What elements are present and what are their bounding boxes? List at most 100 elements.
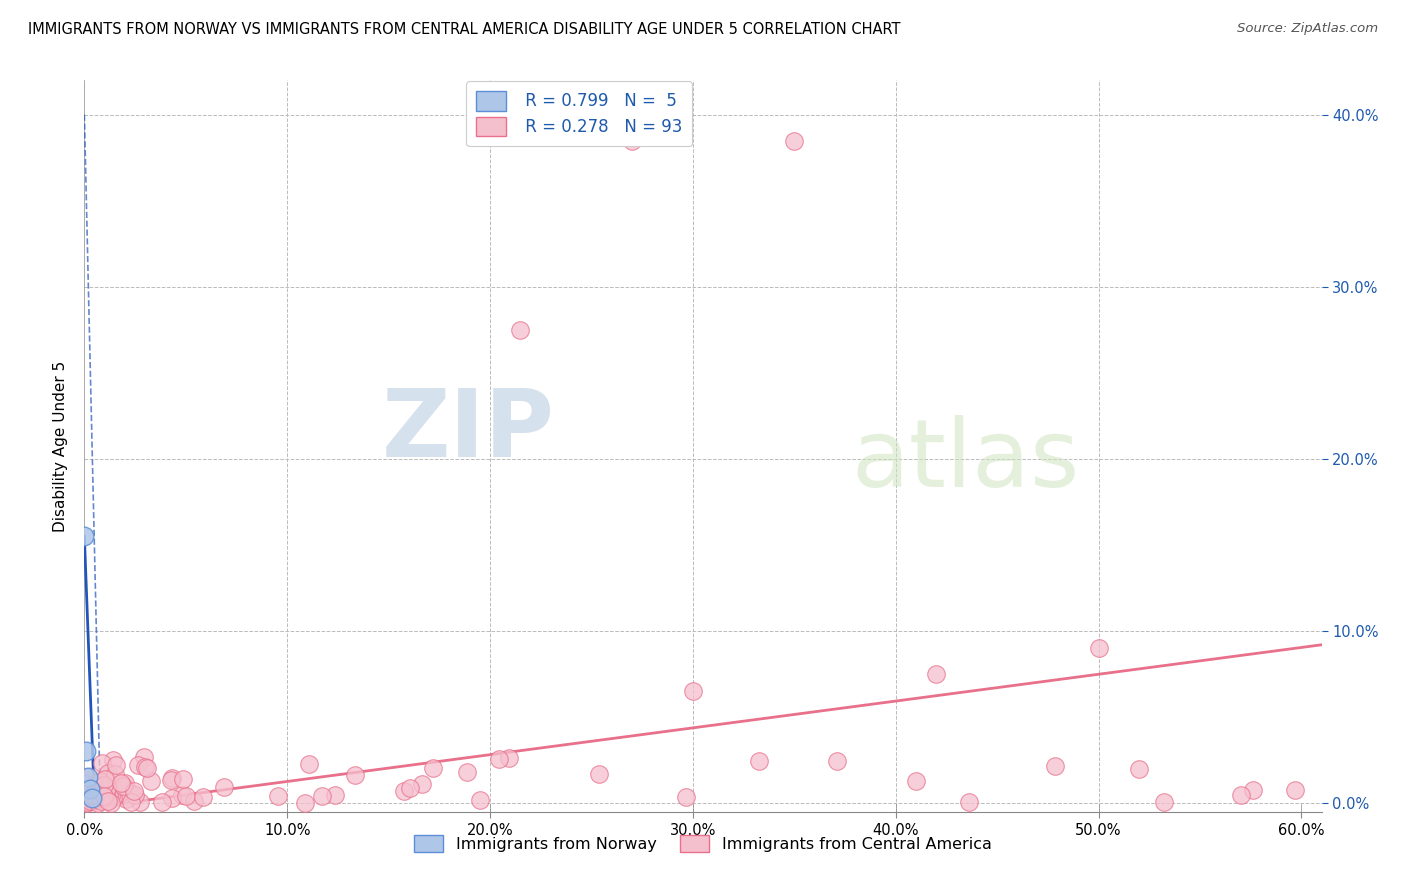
Point [904, 774, 927, 789]
Point [422, 761, 444, 775]
Point [97, 794, 120, 808]
Point [1045, 759, 1067, 773]
Point [509, 323, 531, 337]
Text: Source: ZipAtlas.com: Source: ZipAtlas.com [1237, 22, 1378, 36]
Point [115, 792, 138, 806]
Point [76, 796, 98, 810]
Point [675, 790, 697, 805]
Point [105, 758, 128, 772]
Point [75, 777, 97, 791]
Point [323, 788, 346, 802]
Point [1153, 795, 1175, 809]
Point [101, 753, 124, 767]
Point [98, 780, 121, 795]
Point [93, 772, 115, 787]
Point [160, 772, 183, 787]
Point [114, 775, 136, 789]
Point [120, 795, 142, 809]
Point [75, 744, 97, 758]
Point [1284, 782, 1306, 797]
Point [76, 796, 98, 810]
Point [294, 796, 316, 810]
Point [127, 757, 149, 772]
Point [191, 789, 214, 804]
Point [120, 786, 142, 800]
Point [266, 789, 288, 803]
Point [110, 776, 132, 790]
Point [90, 756, 112, 771]
Point [392, 784, 415, 798]
Point [93, 790, 115, 805]
Point [398, 780, 420, 795]
Point [90, 775, 112, 789]
Point [174, 789, 197, 803]
Point [122, 783, 145, 797]
Point [311, 789, 333, 803]
Point [172, 772, 194, 787]
Point [82, 794, 104, 808]
Point [298, 756, 321, 771]
Point [98, 788, 121, 802]
Point [97, 766, 120, 780]
Point [107, 787, 129, 801]
Point [79, 794, 101, 808]
Y-axis label: Disability Age Under 5: Disability Age Under 5 [53, 360, 69, 532]
Legend: Immigrants from Norway, Immigrants from Central America: Immigrants from Norway, Immigrants from … [408, 829, 998, 859]
Point [96, 774, 118, 789]
Point [93, 778, 115, 792]
Point [93, 789, 115, 803]
Point [1241, 783, 1264, 797]
Point [925, 667, 948, 681]
Point [488, 752, 510, 766]
Point [82, 791, 104, 805]
Point [90, 794, 112, 808]
Text: IMMIGRANTS FROM NORWAY VS IMMIGRANTS FROM CENTRAL AMERICA DISABILITY AGE UNDER 5: IMMIGRANTS FROM NORWAY VS IMMIGRANTS FRO… [28, 22, 901, 37]
Point [160, 791, 183, 805]
Point [172, 788, 194, 802]
Point [86, 787, 108, 801]
Point [470, 793, 492, 807]
Point [90, 780, 112, 795]
Point [96, 781, 118, 796]
Point [621, 134, 644, 148]
Point [1229, 788, 1251, 802]
Point [89, 774, 111, 789]
Point [160, 771, 183, 785]
Point [411, 777, 433, 791]
Point [73, 529, 96, 543]
Point [94, 779, 117, 793]
Point [84, 791, 107, 805]
Point [183, 794, 205, 808]
Point [212, 780, 235, 794]
Point [1128, 762, 1150, 776]
Point [104, 767, 127, 781]
Point [82, 786, 104, 800]
Point [344, 767, 367, 781]
Point [76, 770, 98, 784]
Point [100, 796, 122, 810]
Point [134, 760, 156, 774]
Point [103, 790, 125, 805]
Point [139, 773, 162, 788]
Point [96, 791, 118, 805]
Point [96, 787, 118, 801]
Point [588, 766, 610, 780]
Point [783, 134, 806, 148]
Point [498, 751, 520, 765]
Point [112, 779, 135, 793]
Point [135, 761, 157, 775]
Text: atlas: atlas [852, 415, 1080, 507]
Point [957, 795, 980, 809]
Point [98, 783, 121, 797]
Point [150, 795, 173, 809]
Point [456, 765, 478, 780]
Point [84, 791, 107, 805]
Point [100, 789, 122, 803]
Point [87, 796, 110, 810]
Text: ZIP: ZIP [381, 385, 554, 477]
Point [80, 789, 103, 803]
Point [79, 782, 101, 797]
Point [1087, 641, 1109, 656]
Point [132, 750, 155, 764]
Point [83, 790, 105, 805]
